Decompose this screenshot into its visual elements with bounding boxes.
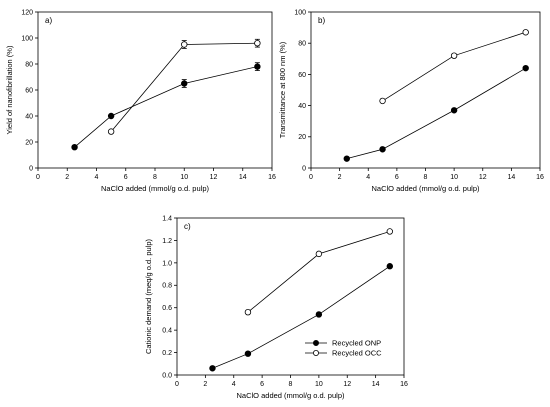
x-tick-label: 2 (338, 174, 342, 181)
x-tick-label: 10 (180, 174, 188, 181)
x-tick-label: 4 (95, 174, 99, 181)
panel-label: c) (184, 222, 191, 231)
x-tick-label: 6 (124, 174, 128, 181)
y-tick-label: 0 (29, 165, 33, 172)
plot-frame (310, 11, 541, 169)
x-tick-label: 0 (175, 381, 179, 388)
legend-marker (312, 339, 319, 346)
x-tick-label: 16 (400, 381, 408, 388)
y-tick-label: 1.4 (162, 215, 172, 222)
panel-b: 0 2 4 6 8 10 12 14 16 0 20 40 60 80 100 NaClO added (mm… (278, 9, 544, 193)
x-axis-label: NaClO added (mmol/g o.d. pulp) (372, 184, 480, 193)
y-tick-label: 20 (25, 139, 33, 146)
x-tick-label: 0 (36, 174, 40, 181)
data-point (315, 311, 323, 318)
x-tick-label: 14 (239, 174, 247, 181)
x-axis-label: NaClO added (mmol/g o.d. pulp) (101, 184, 209, 193)
y-tick-label: 0.4 (162, 328, 172, 335)
data-point (522, 29, 529, 36)
x-tick-label: 8 (424, 174, 428, 181)
panel-a: 0 2 4 6 8 10 12 14 16 0 20 40 60 80 100 120 NaClO added … (5, 9, 276, 193)
panel-label: b) (318, 16, 325, 25)
data-point (107, 112, 115, 120)
data-point (244, 309, 252, 316)
y-tick-label: 1.0 (162, 260, 172, 267)
y-tick-label: 0.8 (162, 283, 172, 290)
y-tick-label: 1.2 (162, 238, 172, 245)
legend-label: Recycled OCC (332, 349, 382, 358)
legend-marker (312, 349, 319, 356)
data-point (450, 52, 458, 59)
series-line-0 (212, 265, 391, 369)
x-tick-label: 12 (479, 174, 487, 181)
x-tick-label: 10 (315, 381, 323, 388)
x-tick-label: 8 (289, 381, 293, 388)
data-point (343, 155, 350, 162)
x-tick-label: 0 (309, 174, 313, 181)
x-tick-label: 4 (366, 174, 370, 181)
data-point (386, 263, 394, 270)
y-tick-label: 0.0 (162, 372, 172, 379)
y-tick-label: 20 (298, 134, 306, 141)
x-tick-label: 12 (210, 174, 218, 181)
y-axis-label: Yield of nanofibrillation (%) (5, 45, 14, 134)
legend-label: Recycled ONP (332, 339, 381, 348)
data-point (379, 97, 386, 105)
y-tick-label: 40 (298, 103, 306, 110)
data-point (379, 146, 386, 153)
y-tick-label: 60 (298, 72, 306, 79)
series-line-1 (382, 31, 526, 102)
x-axis-label: NaClO added (mmol/g o.d. pulp) (237, 391, 345, 400)
data-point (71, 143, 78, 151)
data-point (522, 64, 529, 72)
y-tick-label: 120 (21, 9, 33, 16)
data-point (450, 107, 458, 114)
data-point (244, 350, 252, 357)
y-tick-label: 0.2 (162, 350, 172, 357)
x-tick-label: 6 (395, 174, 399, 181)
y-tick-label: 60 (25, 87, 33, 94)
data-point (209, 365, 216, 372)
x-tick-label: 16 (268, 174, 276, 181)
y-tick-label: 100 (21, 35, 33, 42)
data-point (254, 63, 261, 70)
x-tick-label: 16 (536, 174, 544, 181)
y-axis-label: Transmittance at 800 nm (%) (278, 41, 287, 138)
data-point (386, 228, 394, 235)
panel-label: a) (45, 16, 52, 25)
x-tick-label: 6 (260, 381, 264, 388)
x-tick-label: 14 (507, 174, 515, 181)
data-point (181, 41, 188, 48)
y-tick-label: 80 (25, 61, 33, 68)
series-line-0 (74, 66, 258, 148)
panel-c: 0 2 4 6 8 10 12 14 16 0.0 0.2 0.4 0.6 0.8 1.0 1.2 1.4 NaC… (144, 215, 408, 400)
x-tick-label: 8 (153, 174, 157, 181)
series-line-0 (346, 67, 526, 160)
x-tick-label: 12 (343, 381, 351, 388)
series-line-1 (247, 231, 390, 313)
data-point (254, 40, 261, 47)
x-tick-label: 14 (372, 381, 380, 388)
y-tick-label: 0 (302, 165, 306, 172)
y-tick-label: 100 (294, 9, 306, 16)
x-tick-label: 2 (203, 381, 207, 388)
y-tick-label: 40 (25, 113, 33, 120)
data-point (315, 250, 323, 258)
x-tick-label: 10 (450, 174, 458, 181)
y-axis-label: Cationic demand (meq/g o.d. pulp) (144, 238, 153, 354)
x-tick-label: 4 (232, 381, 236, 388)
y-tick-label: 80 (298, 41, 306, 48)
y-tick-label: 0.6 (162, 305, 172, 312)
data-point (107, 128, 115, 135)
data-point (181, 80, 188, 87)
x-tick-label: 2 (65, 174, 69, 181)
